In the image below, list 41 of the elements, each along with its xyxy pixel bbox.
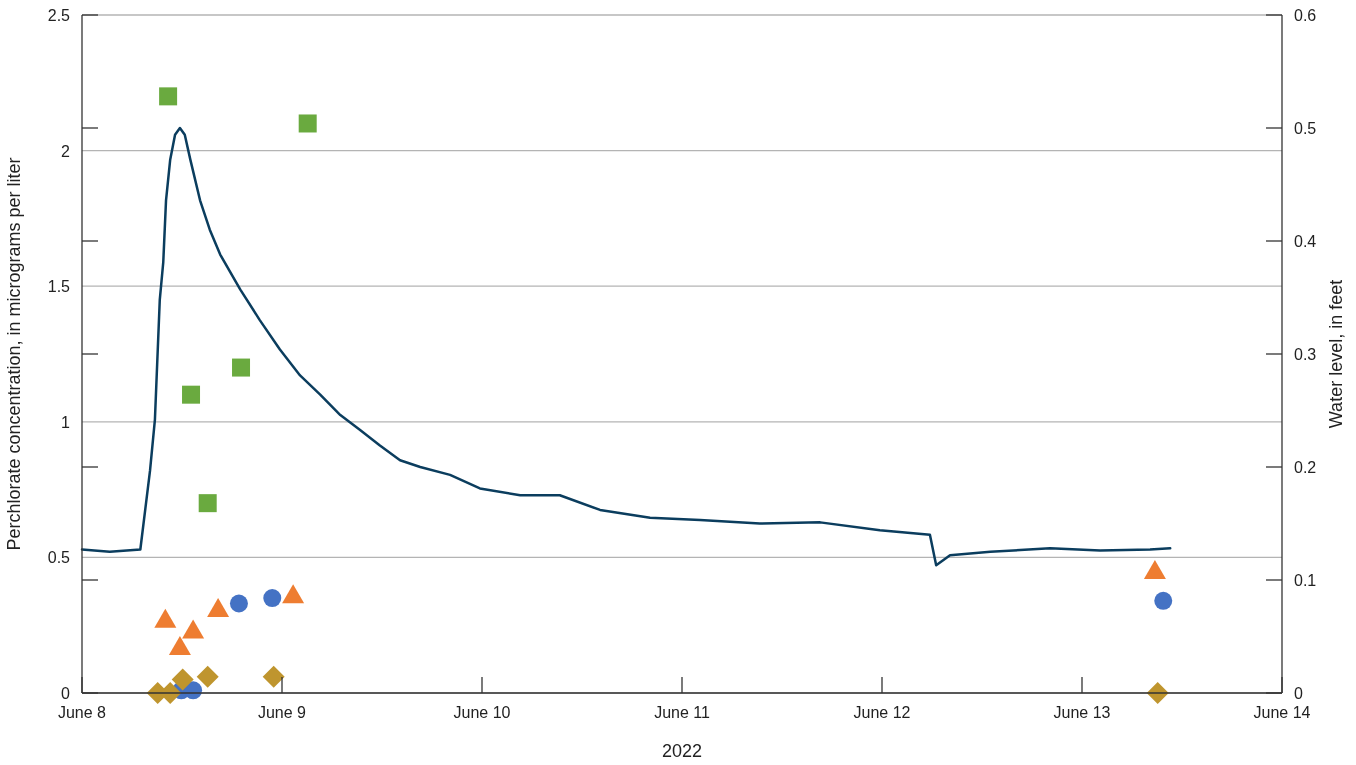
y-tick-label: 1.5	[47, 278, 71, 296]
x-tick-label: June 8	[57, 704, 107, 721]
point	[282, 584, 305, 604]
y2-tick-label: 0.2	[1294, 459, 1317, 476]
x-tick-label: June 12	[853, 704, 911, 721]
point	[298, 114, 317, 133]
point	[207, 597, 230, 617]
y2-tick-label: 0.6	[1294, 7, 1317, 24]
y-tick-label: 2.5	[47, 7, 71, 24]
y2-tick-label: 0.1	[1294, 572, 1317, 589]
y-tick-label: 0.5	[47, 549, 71, 567]
x-tick-label: June 13	[1053, 704, 1111, 721]
x-axis-title: 2022	[661, 741, 703, 761]
point	[171, 668, 194, 691]
point	[1154, 591, 1173, 610]
x-tick-label: June 9	[257, 704, 307, 721]
point	[196, 665, 219, 688]
y2-tick-label: 0.4	[1294, 233, 1317, 250]
y2-tick-label: 0.5	[1294, 120, 1317, 137]
point	[232, 358, 251, 377]
y-axis-title: Perchlorate concentration, in micrograms per liter	[4, 157, 24, 551]
point	[168, 635, 191, 655]
line-series	[80, 126, 1172, 567]
y2-tick-label: 0	[1294, 685, 1303, 702]
x-tick-label: June 11	[654, 704, 710, 721]
point	[182, 385, 201, 404]
point	[263, 589, 282, 608]
point	[1143, 559, 1166, 579]
point	[262, 665, 285, 688]
x-tick-label: June 10	[453, 704, 511, 721]
y-tick-label: 0	[61, 685, 71, 702]
point	[154, 608, 177, 628]
point	[159, 87, 178, 106]
point	[182, 619, 205, 639]
point	[229, 594, 248, 613]
y2-tick-label: 0.3	[1294, 346, 1317, 363]
x-tick-label: June 14	[1253, 704, 1311, 721]
y-tick-label: 1	[61, 413, 71, 431]
point	[198, 494, 217, 513]
y2-axis-title: Water level, in feet	[1326, 279, 1346, 429]
y-tick-label: 2	[61, 142, 71, 160]
